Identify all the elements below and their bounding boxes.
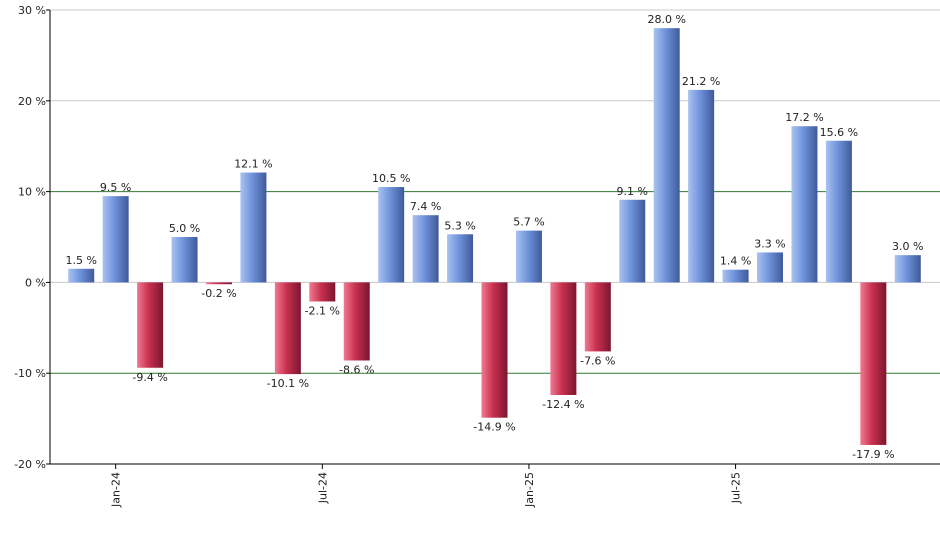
bar [309, 282, 336, 302]
value-label: -0.2 % [201, 287, 236, 300]
bar [412, 215, 439, 283]
bar [757, 252, 784, 283]
value-label: 5.7 % [513, 216, 544, 229]
x-tick-label: Jan-24 [110, 472, 123, 508]
y-tick-label: 10 % [18, 186, 46, 199]
bar [343, 282, 370, 361]
y-tick-label: 20 % [18, 95, 46, 108]
x-tick-label: Jul-24 [316, 472, 329, 504]
value-label: -17.9 % [852, 448, 894, 461]
value-label: -7.6 % [580, 354, 615, 367]
bar [481, 282, 508, 418]
bar [137, 282, 164, 368]
value-label: 5.0 % [169, 222, 200, 235]
value-label: -10.1 % [267, 377, 309, 390]
bar [722, 269, 749, 283]
value-label: 28.0 % [647, 13, 685, 26]
x-tick-label: Jan-25 [523, 472, 536, 508]
bar [378, 187, 405, 283]
bar [860, 282, 887, 445]
value-label: 12.1 % [234, 158, 272, 171]
bar [240, 172, 267, 283]
value-label: -2.1 % [305, 304, 340, 317]
bar [102, 196, 129, 283]
value-label: 21.2 % [682, 75, 720, 88]
bar [791, 126, 818, 283]
bar [894, 255, 921, 283]
value-label: 5.3 % [444, 219, 475, 232]
y-tick-label: -20 % [14, 458, 46, 471]
bar [550, 282, 577, 395]
bar [515, 230, 542, 283]
value-label: 10.5 % [372, 172, 410, 185]
value-label: 3.0 % [892, 240, 923, 253]
value-label: -8.6 % [339, 363, 374, 376]
x-tick-label: Jul-25 [730, 472, 743, 504]
value-label: 9.1 % [617, 185, 648, 198]
value-label: 3.3 % [754, 237, 785, 250]
value-label: 1.4 % [720, 255, 751, 268]
value-label: 17.2 % [785, 111, 823, 124]
y-tick-label: 30 % [18, 4, 46, 17]
bar [584, 282, 611, 352]
bar [653, 28, 680, 283]
value-label: -9.4 % [132, 371, 167, 384]
bar [171, 237, 198, 283]
y-tick-label: 0 % [25, 276, 46, 289]
y-tick-label: -10 % [14, 367, 46, 380]
value-label: 7.4 % [410, 200, 441, 213]
value-label: 15.6 % [820, 126, 858, 139]
bar [205, 282, 232, 285]
bar [825, 140, 852, 283]
bar [274, 282, 301, 375]
value-label: 9.5 % [100, 181, 131, 194]
bar [688, 89, 715, 283]
value-label: -14.9 % [473, 421, 515, 434]
bar [447, 234, 474, 283]
bar [619, 199, 646, 283]
value-label: 1.5 % [65, 254, 96, 267]
bar [68, 268, 95, 283]
value-label: -12.4 % [542, 398, 584, 411]
